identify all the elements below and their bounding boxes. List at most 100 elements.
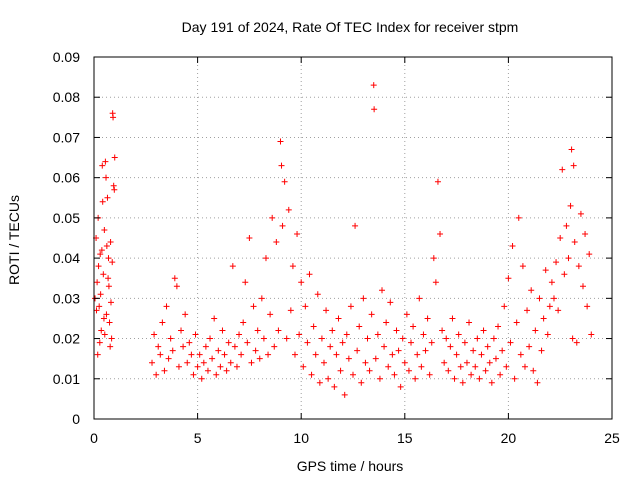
data-point (180, 343, 187, 350)
data-point (287, 307, 294, 314)
data-point (294, 230, 301, 237)
data-point (184, 359, 191, 366)
data-point (484, 343, 491, 350)
data-point (480, 327, 487, 334)
data-point (430, 255, 437, 262)
data-point (376, 375, 383, 382)
data-point (258, 295, 265, 302)
data-point (269, 214, 276, 221)
x-tick-labels: 0 5 10 15 20 25 (90, 430, 620, 446)
data-point (186, 339, 193, 346)
data-point (505, 275, 512, 282)
data-point (455, 331, 462, 338)
data-point (368, 311, 375, 318)
data-point (306, 271, 313, 278)
x-axis-label: GPS time / hours (297, 458, 404, 474)
data-point (94, 279, 101, 286)
data-point (408, 339, 415, 346)
y-tick-label: 0.05 (53, 210, 80, 226)
data-point (99, 198, 106, 205)
data-point (519, 263, 526, 270)
data-point (555, 307, 562, 314)
x-tick-label: 25 (604, 430, 620, 446)
data-point (588, 331, 595, 338)
data-point (278, 162, 285, 169)
data-point (96, 339, 103, 346)
data-point (416, 295, 423, 302)
data-point (200, 359, 207, 366)
data-point (561, 271, 568, 278)
data-point (540, 315, 547, 322)
axis-ticks (93, 56, 613, 420)
data-point (96, 303, 103, 310)
data-point (511, 375, 518, 382)
y-tick-label: 0.03 (53, 290, 80, 306)
data-point (314, 291, 321, 298)
data-point (360, 295, 367, 302)
data-point (495, 323, 502, 330)
data-point (298, 279, 305, 286)
data-point (399, 335, 406, 342)
data-point (335, 315, 342, 322)
data-point (219, 327, 226, 334)
data-point (428, 339, 435, 346)
y-tick-label: 0.02 (53, 331, 80, 347)
data-point (331, 383, 338, 390)
data-point (325, 375, 332, 382)
data-point (281, 178, 288, 185)
data-point (107, 299, 114, 306)
data-point (103, 311, 110, 318)
data-point (565, 255, 572, 262)
data-point (283, 335, 290, 342)
data-point (175, 363, 182, 370)
data-point (459, 379, 466, 386)
data-point (169, 347, 176, 354)
data-point (153, 371, 160, 378)
data-point (503, 363, 510, 370)
data-point (451, 375, 458, 382)
data-point (422, 347, 429, 354)
data-point (254, 327, 261, 334)
y-tick-label: 0.04 (53, 250, 80, 266)
data-point (542, 267, 549, 274)
data-point (108, 335, 115, 342)
data-point (528, 287, 535, 294)
y-tick-label: 0.06 (53, 170, 80, 186)
data-point (190, 371, 197, 378)
data-point (513, 319, 520, 326)
data-point (521, 363, 528, 370)
data-point (106, 319, 113, 326)
data-point (95, 263, 102, 270)
data-point (474, 335, 481, 342)
data-point (246, 235, 253, 241)
data-point (262, 255, 269, 262)
data-point (536, 295, 543, 302)
data-point (188, 351, 195, 358)
data-point (563, 222, 570, 229)
data-point (405, 367, 412, 374)
grid-lines (94, 57, 612, 419)
data-point (296, 331, 303, 338)
data-point (372, 355, 379, 362)
data-point (432, 279, 439, 286)
data-point (490, 335, 497, 342)
data-point (97, 291, 104, 298)
data-point (466, 319, 473, 326)
data-point (457, 363, 464, 370)
data-point (582, 230, 589, 237)
x-tick-label: 5 (194, 430, 202, 446)
data-point (159, 319, 166, 326)
data-point (418, 363, 425, 370)
data-point (304, 339, 311, 346)
data-point (275, 327, 282, 334)
data-point (94, 351, 101, 358)
data-point (492, 355, 499, 362)
data-point (105, 275, 112, 282)
data-point (100, 315, 107, 322)
data-point (488, 379, 495, 386)
data-point (204, 367, 211, 374)
data-point (256, 355, 263, 362)
x-tick-label: 15 (397, 430, 413, 446)
data-point (198, 375, 205, 382)
data-point (573, 339, 580, 346)
